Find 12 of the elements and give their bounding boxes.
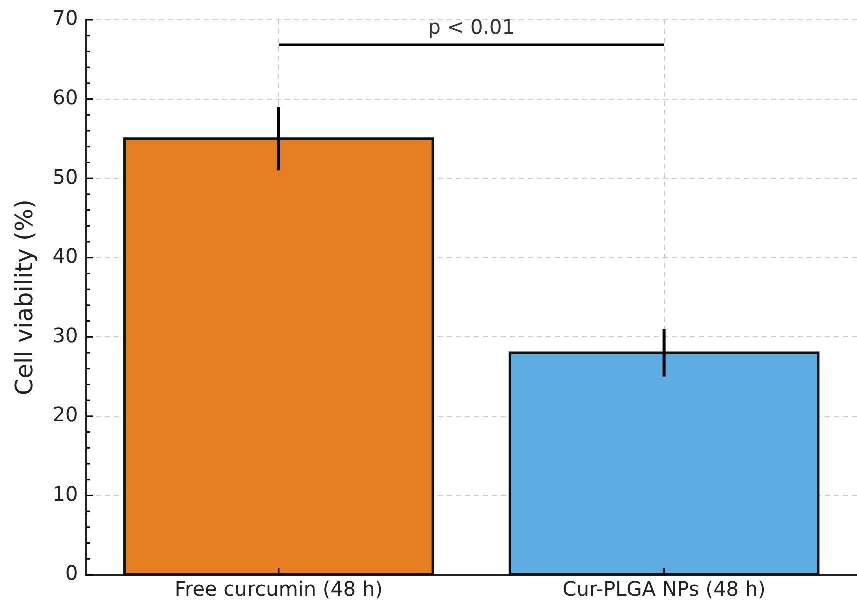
y-tick-label: 70 [52, 6, 78, 30]
y-tick-label: 0 [66, 561, 78, 586]
y-axis-title: Cell viability (%) [10, 199, 39, 396]
y-tick-label: 60 [52, 85, 78, 110]
y-tick-label: 30 [52, 323, 78, 348]
x-tick-label: Cur-PLGA NPs (48 h) [562, 577, 766, 602]
annotation: p < 0.01 [428, 15, 515, 40]
x-tick-label: Free curcumin (48 h) [174, 577, 383, 602]
y-tick-label: 10 [52, 482, 78, 506]
y-tick-label: 50 [52, 164, 78, 189]
y-tick-label: 40 [52, 244, 78, 268]
y-tick-label: 20 [52, 402, 78, 427]
